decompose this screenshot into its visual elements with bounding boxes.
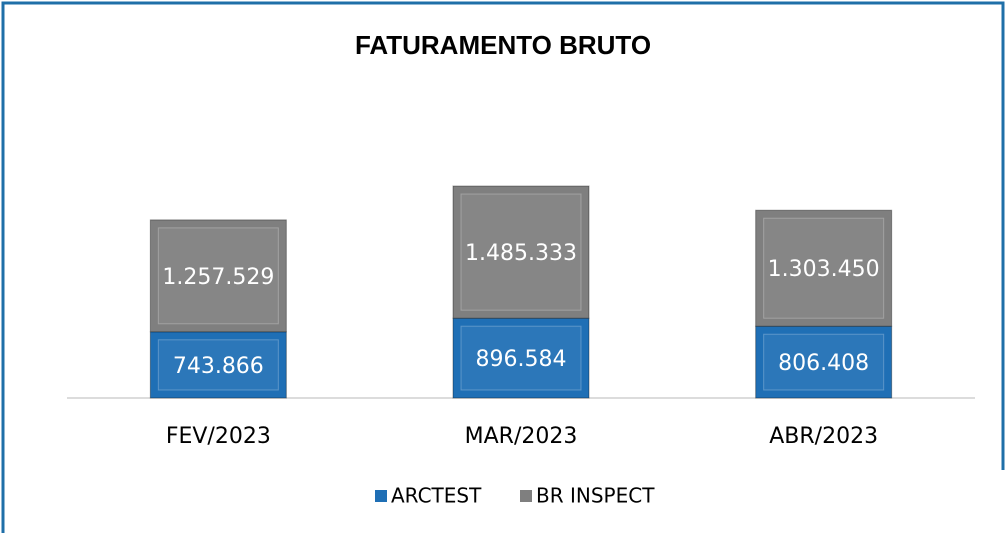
legend-swatch (520, 490, 532, 502)
x-tick-label: ABR/2023 (769, 424, 878, 449)
data-label: 806.408 (778, 351, 869, 376)
data-label: 743.866 (173, 354, 264, 379)
x-tick-label: MAR/2023 (465, 424, 578, 449)
x-tick-label: FEV/2023 (166, 424, 271, 449)
bar-bevel (157, 227, 279, 325)
bar-bevel (157, 339, 279, 391)
bar-bevel (763, 217, 885, 319)
bar-segment (149, 331, 287, 399)
bar-segment (755, 209, 893, 327)
chart-title: FATURAMENTO BRUTO (355, 30, 651, 60)
legend-label: BR INSPECT (536, 484, 655, 508)
bar-segment (755, 325, 893, 399)
data-label: 1.303.450 (768, 257, 880, 282)
bar-bevel (460, 325, 582, 391)
bar-segment (452, 185, 590, 319)
bar-bevel (460, 193, 582, 311)
data-label: 896.584 (476, 347, 567, 372)
bar-bevel (763, 333, 885, 391)
bar-segment (149, 219, 287, 333)
legend-label: ARCTEST (391, 484, 482, 508)
data-label: 1.257.529 (162, 265, 274, 290)
data-label: 1.485.333 (465, 241, 577, 266)
legend-swatch (375, 490, 387, 502)
bar-segment (452, 317, 590, 399)
